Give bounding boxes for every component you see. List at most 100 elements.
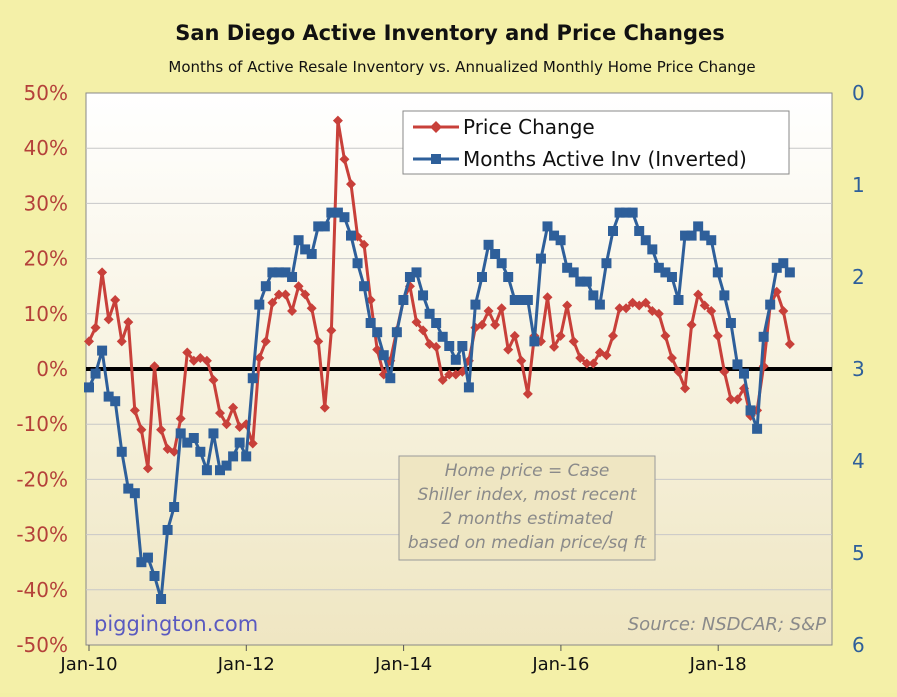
point-price-change [175,413,186,424]
x-tick-label: Jan-10 [59,654,117,675]
point-months-active-inv [562,262,573,273]
left-tick-label: -30% [16,523,68,547]
point-price-change [339,154,350,165]
point-price-change [208,375,219,386]
point-months-active-inv [241,451,252,462]
point-price-change [418,325,429,336]
point-price-change [549,341,560,352]
point-months-active-inv [287,272,298,282]
point-months-active-inv [267,267,278,278]
left-tick-label: 10% [24,302,68,326]
chart-subtitle: Months of Active Resale Inventory vs. An… [168,58,755,76]
point-price-change [640,297,651,308]
point-price-change [444,369,455,380]
point-price-change [608,330,618,341]
point-price-change [267,297,278,308]
point-price-change [588,358,599,369]
point-months-active-inv [129,488,140,499]
point-months-active-inv [300,244,311,255]
annotation-line: 2 months estimated [441,509,612,529]
point-months-active-inv [535,253,546,264]
point-months-active-inv [195,446,206,457]
point-months-active-inv [221,460,232,471]
x-tick-label: Jan-14 [374,654,432,675]
point-price-change [359,239,370,250]
point-price-change [332,115,343,126]
source-note: Source: NSDCAR; S&P [628,614,826,635]
point-months-active-inv [765,299,776,310]
legend-label-price-change: Price Change [463,115,595,139]
point-months-active-inv [666,272,677,282]
point-price-change [319,402,330,413]
point-months-active-inv [699,230,710,241]
x-tick-label: Jan-12 [217,654,275,675]
point-months-active-inv [84,382,94,393]
point-price-change [201,355,212,366]
point-price-change [725,394,736,405]
point-months-active-inv [542,221,553,232]
point-price-change [522,388,533,399]
annotation: Home price = Case Shiller index, most rec… [398,455,656,561]
legend-box [402,110,790,175]
point-months-active-inv [581,276,592,287]
point-price-change [719,366,730,377]
point-months-active-inv [608,226,618,236]
point-months-active-inv [332,207,343,218]
left-tick-label: -10% [16,412,68,436]
point-price-change [293,281,304,292]
point-months-active-inv [490,249,501,259]
left-tick-label: 40% [24,136,68,160]
annotation-box [398,455,656,561]
point-months-active-inv [437,331,448,342]
point-price-change [123,317,134,328]
right-tick-label: 0 [852,81,865,105]
point-price-change [228,402,239,413]
point-price-change [437,375,448,386]
point-months-active-inv [175,428,186,439]
left-tick-label: 30% [24,191,68,215]
point-months-active-inv [215,465,225,476]
point-months-active-inv [778,258,789,269]
legend-item-price-change: Price Change [413,115,595,139]
point-months-active-inv [273,267,284,278]
point-months-active-inv [686,230,697,241]
point-months-active-inv [365,318,376,328]
point-months-active-inv [156,594,167,604]
point-months-active-inv [450,354,461,365]
point-months-active-inv [693,221,704,232]
point-months-active-inv [306,249,317,259]
point-months-active-inv [97,345,108,356]
point-price-change [169,446,180,457]
point-price-change [116,336,127,347]
point-months-active-inv [575,276,586,287]
point-months-active-inv [188,433,199,443]
point-price-change [496,303,507,314]
point-months-active-inv [319,221,330,232]
point-price-change [653,308,664,319]
point-price-change [103,314,114,325]
point-months-active-inv [673,295,684,305]
point-months-active-inv [90,368,101,379]
point-months-active-inv [228,451,239,462]
point-price-change [247,438,258,449]
point-months-active-inv [280,267,291,278]
point-price-change [660,330,671,341]
point-months-active-inv [149,571,160,581]
left-tick-label: -50% [16,633,68,657]
watermark: piggington.com [94,612,258,636]
point-price-change [562,300,573,311]
chart-title: San Diego Active Inventory and Price Cha… [175,21,725,45]
x-tick-label: Jan-16 [531,654,589,675]
point-months-active-inv [719,290,730,301]
point-months-active-inv [339,212,350,223]
point-months-active-inv [418,290,429,301]
point-months-active-inv [784,267,795,278]
point-price-change [300,289,311,300]
point-months-active-inv [352,258,363,269]
point-price-change [601,350,612,361]
point-months-active-inv [424,308,435,319]
point-price-change [306,303,317,314]
point-price-change [149,361,160,372]
point-price-change [542,292,553,303]
point-months-active-inv [346,230,356,241]
